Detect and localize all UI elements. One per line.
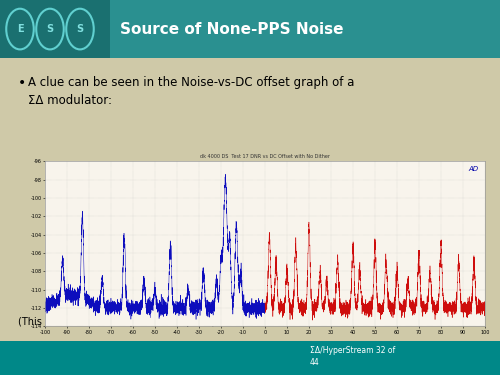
Text: Source of None-PPS Noise: Source of None-PPS Noise <box>120 21 344 37</box>
Text: ΣΔ/HyperStream 32 of
44: ΣΔ/HyperStream 32 of 44 <box>310 346 395 367</box>
Title: dk 4000 DS  Test 17 DNR vs DC Offset with No Dither: dk 4000 DS Test 17 DNR vs DC Offset with… <box>200 154 330 159</box>
Text: S: S <box>76 24 84 34</box>
Text: (This is one of our competitors ΣΔ parts): (This is one of our competitors ΣΔ parts… <box>18 317 216 327</box>
Text: ΣΔ modulator:: ΣΔ modulator: <box>28 94 112 107</box>
Text: E: E <box>16 24 24 34</box>
Text: A clue can be seen in the Noise-vs-DC offset graph of a: A clue can be seen in the Noise-vs-DC of… <box>28 76 354 89</box>
Bar <box>0 0 110 58</box>
Text: •: • <box>18 76 26 90</box>
Text: S: S <box>46 24 54 34</box>
Text: AD: AD <box>468 166 478 172</box>
